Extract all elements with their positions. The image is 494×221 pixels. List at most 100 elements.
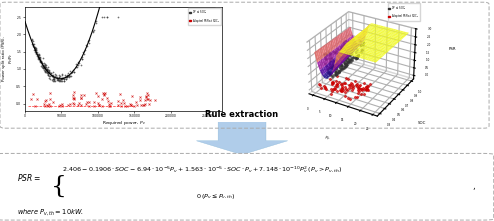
Point: [48, 78, 56, 82]
Point: [27, 97, 35, 101]
X-axis label: $P_v$: $P_v$: [323, 134, 331, 143]
Point: [94, 101, 102, 105]
Point: [121, 104, 128, 108]
Point: [53, 78, 61, 81]
Point: [45, 74, 53, 78]
Point: [46, 98, 54, 101]
Point: [51, 75, 59, 78]
Point: [35, 56, 42, 60]
Point: [61, 80, 69, 83]
Point: [32, 50, 40, 54]
Point: [43, 70, 51, 74]
Point: [88, 30, 96, 34]
Point: [136, 98, 144, 102]
Point: [41, 66, 49, 69]
Point: [98, 98, 106, 101]
Point: [43, 68, 51, 71]
Point: [37, 59, 44, 63]
Point: [46, 104, 54, 108]
Point: [29, 92, 37, 95]
Point: [41, 68, 48, 71]
Point: [49, 73, 57, 76]
Point: [70, 103, 78, 106]
Point: [49, 100, 57, 103]
Point: [43, 71, 51, 75]
Point: [37, 59, 44, 63]
Point: [41, 63, 49, 67]
Point: [41, 68, 49, 71]
Point: [44, 72, 52, 76]
Point: [30, 42, 38, 46]
Point: [84, 42, 92, 45]
Point: [41, 102, 48, 105]
Point: [32, 47, 40, 51]
Point: [49, 77, 57, 81]
Point: [35, 52, 42, 56]
Point: [38, 61, 46, 65]
FancyBboxPatch shape: [0, 153, 494, 220]
Point: [46, 71, 54, 74]
Point: [42, 103, 50, 106]
Point: [46, 91, 54, 95]
Point: [151, 98, 159, 101]
Point: [45, 76, 53, 79]
Point: [70, 70, 78, 74]
Point: [67, 71, 75, 75]
Point: [33, 50, 41, 54]
Point: [41, 66, 48, 69]
Point: [77, 103, 84, 107]
Point: [35, 55, 43, 59]
Point: [143, 97, 151, 101]
Point: [46, 71, 54, 75]
Point: [72, 66, 80, 69]
Legend: DP at SOC$_0$, Adapted PSR at SOC$_0$: DP at SOC$_0$, Adapted PSR at SOC$_0$: [388, 4, 420, 21]
Point: [57, 76, 65, 80]
Point: [77, 96, 84, 99]
Point: [42, 98, 50, 102]
Point: [75, 60, 82, 64]
Point: [29, 43, 37, 46]
Point: [41, 65, 48, 69]
Point: [58, 102, 66, 106]
Point: [39, 64, 47, 68]
Text: Rule extraction: Rule extraction: [206, 110, 279, 119]
Point: [105, 104, 113, 108]
Point: [132, 100, 140, 103]
Point: [40, 64, 47, 67]
Point: [60, 77, 68, 81]
Point: [50, 79, 58, 82]
Point: [136, 96, 144, 99]
Point: [98, 104, 106, 107]
Point: [49, 75, 57, 79]
Point: [35, 53, 43, 56]
Point: [63, 75, 71, 79]
Point: [84, 39, 92, 43]
Point: [33, 50, 41, 53]
Point: [38, 61, 45, 65]
Point: [43, 68, 51, 71]
Point: [55, 78, 63, 82]
Point: [55, 75, 63, 78]
Point: [91, 21, 99, 24]
Point: [34, 54, 41, 58]
Point: [104, 99, 112, 103]
Point: [68, 70, 76, 74]
Text: $PSR=$: $PSR=$: [17, 172, 41, 183]
Point: [91, 20, 99, 23]
Point: [64, 72, 72, 75]
Point: [49, 79, 57, 83]
Point: [49, 78, 57, 82]
Point: [56, 74, 64, 78]
Point: [40, 66, 47, 70]
Point: [55, 73, 63, 77]
Point: [62, 75, 70, 79]
Point: [35, 54, 43, 57]
Point: [53, 76, 61, 79]
Point: [35, 56, 42, 59]
Point: [95, 103, 103, 107]
Point: [75, 101, 83, 105]
Point: [42, 68, 50, 72]
Point: [43, 68, 51, 72]
Point: [41, 65, 49, 68]
Point: [101, 91, 109, 95]
